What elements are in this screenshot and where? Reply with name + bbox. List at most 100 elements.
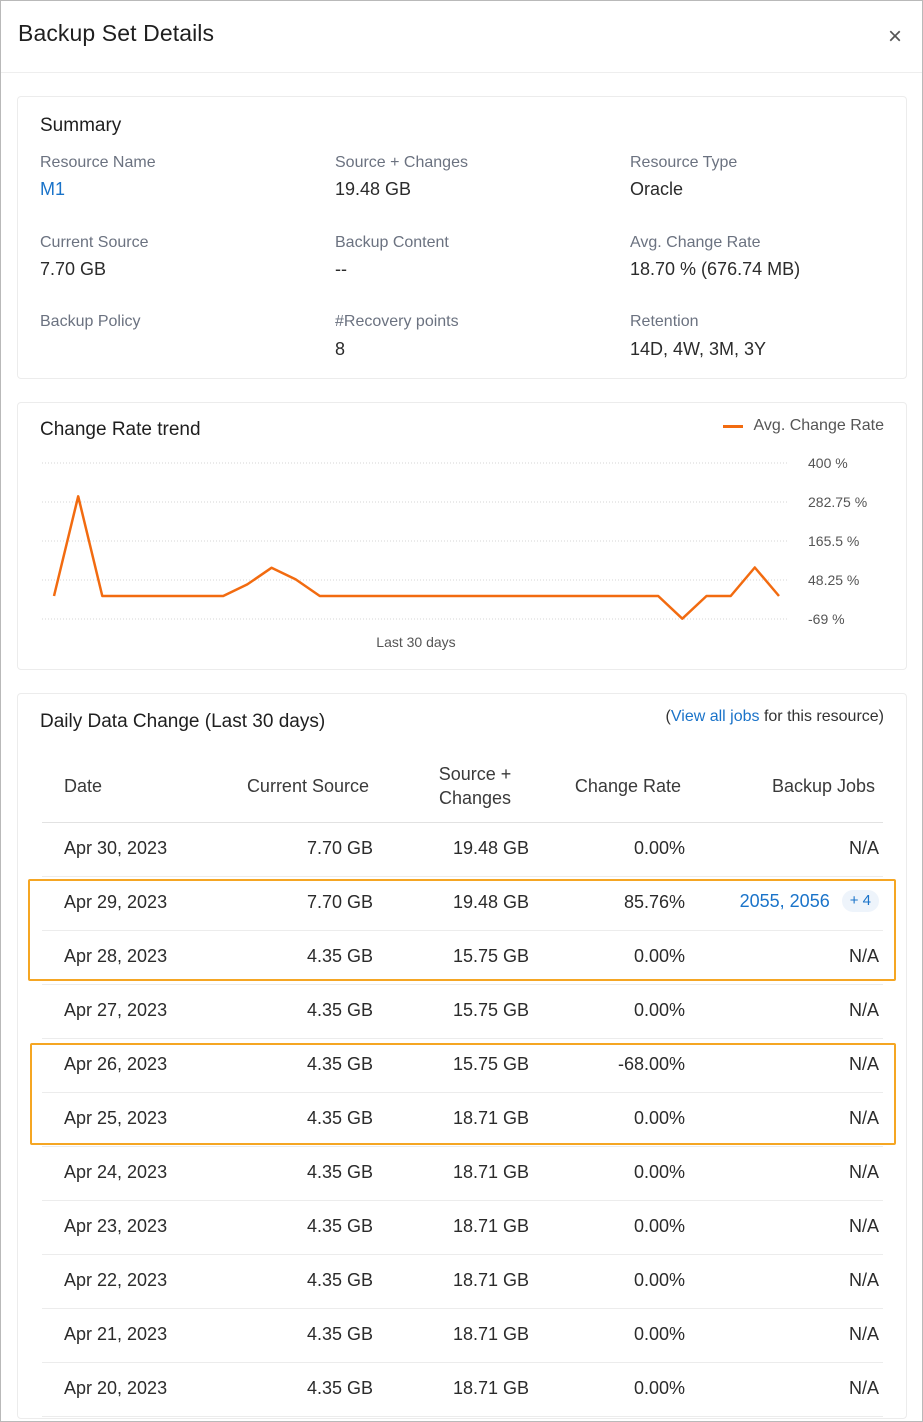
source-changes-cell: 15.75 GB [452,1000,529,1020]
backup-jobs-cell: N/A [848,1162,879,1182]
table-row: Apr 25, 2023 4.35 GB 18.71 GB 0.00% N/A [42,1093,883,1147]
change-rate-trend-card: Change Rate trend Avg. Change Rate 400 %… [17,402,907,670]
table-row: Apr 30, 2023 7.70 GB 19.48 GB 0.00% N/A [42,823,883,877]
x-axis-label: Last 30 days [376,634,455,650]
backup-jobs-cell: N/A [848,1216,879,1236]
current-source-cell: 7.70 GB [306,838,373,858]
source-changes-cell: 18.71 GB [452,1378,529,1398]
backup-jobs-cell: N/A [848,946,879,966]
retention-value: 14D, 4W, 3M, 3Y [630,339,767,359]
table-row: Apr 20, 2023 4.35 GB 18.71 GB 0.00% N/A [42,1363,883,1417]
backup-jobs-cell: N/A [848,1324,879,1344]
dialog-title: Backup Set Details [18,20,215,46]
backup-jobs-cell: N/A [848,838,879,858]
current-source-cell: 4.35 GB [306,1216,373,1236]
change-rate-cell: 0.00% [633,1378,685,1398]
source-changes-cell: 15.75 GB [452,946,529,966]
table-row: Apr 27, 2023 4.35 GB 15.75 GB 0.00% N/A [42,985,883,1039]
col-header-change-rate[interactable]: Change Rate [574,776,681,796]
retention-label: Retention [630,313,699,330]
source-changes-cell: 18.71 GB [452,1324,529,1344]
change-rate-cell: 0.00% [633,1216,685,1236]
y-tick-label: 282.75 % [808,494,867,510]
col-header-source-changes[interactable]: Source + Changes [438,764,512,808]
view-all-jobs-link[interactable]: View all jobs [670,708,760,725]
backup-content-value: -- [335,259,347,279]
change-rate-chart: 400 % 282.75 % 165.5 % 48.25 % -69 % Last 30 … [42,455,867,650]
current-source-cell: 4.35 GB [306,1108,373,1128]
backup-jobs-cell: N/A [848,1108,879,1128]
col-header-backup-jobs[interactable]: Backup Jobs [771,776,875,796]
source-changes-label: Source + Changes [335,154,468,171]
date-cell: Apr 22, 2023 [64,1270,168,1290]
source-changes-cell: 18.71 GB [452,1162,529,1182]
backup-jobs-cell: 2055, 2056 + 4 [740,890,879,912]
summary-card: Summary Resource Name M1 Source + Change… [17,96,907,379]
current-source-cell: 4.35 GB [306,1162,373,1182]
chart-legend[interactable]: Avg. Change Rate [722,417,884,435]
date-cell: Apr 30, 2023 [64,838,168,858]
change-rate-cell: 0.00% [633,1108,685,1128]
current-source-cell: 4.35 GB [306,1270,373,1290]
resource-type-label: Resource Type [630,154,738,171]
series-line-avg-change-rate[interactable] [52,495,780,620]
daily-data-change-card: Daily Data Change (Last 30 days) (View a… [17,693,907,1419]
source-changes-cell: 18.71 GB [452,1216,529,1236]
recovery-points-value: 8 [335,339,346,359]
legend-label: Avg. Change Rate [753,417,884,434]
backup-jobs-cell: N/A [848,1000,879,1020]
change-rate-cell: -68.00% [617,1054,685,1074]
current-source-cell: 4.35 GB [306,1378,373,1398]
date-cell: Apr 25, 2023 [64,1108,168,1128]
legend-swatch [722,424,743,428]
backup-job-links[interactable]: 2055, 2056 [739,891,830,911]
resource-name-label: Resource Name [40,154,156,171]
change-rate-cell: 0.00% [633,1270,685,1290]
current-source-cell: 4.35 GB [306,1324,373,1344]
recovery-points-label: #Recovery points [335,313,459,330]
resource-name-link[interactable]: M1 [40,179,66,199]
source-changes-cell: 15.75 GB [452,1054,529,1074]
change-rate-cell: 0.00% [633,838,685,858]
change-rate-cell: 0.00% [633,946,685,966]
table-row: Apr 24, 2023 4.35 GB 18.71 GB 0.00% N/A [42,1147,883,1201]
close-icon[interactable]: × [887,23,902,50]
backup-policy-label: Backup Policy [40,313,141,330]
col-header-date[interactable]: Date [64,776,103,796]
source-changes-cell: 19.48 GB [452,892,529,912]
daily-title: Daily Data Change (Last 30 days) [40,711,326,732]
table-row: Apr 23, 2023 4.35 GB 18.71 GB 0.00% N/A [42,1201,883,1255]
more-jobs-badge[interactable]: + 4 [841,890,879,912]
backup-content-label: Backup Content [335,234,449,251]
backup-jobs-cell: N/A [848,1054,879,1074]
backup-jobs-cell: N/A [848,1270,879,1290]
date-cell: Apr 29, 2023 [64,892,168,912]
trend-title: Change Rate trend [40,419,201,440]
col-header-current-source[interactable]: Current Source [246,776,369,796]
avg-change-rate-label: Avg. Change Rate [630,234,761,251]
current-source-cell: 4.35 GB [306,1054,373,1074]
table-row: Apr 21, 2023 4.35 GB 18.71 GB 0.00% N/A [42,1309,883,1363]
change-rate-cell: 0.00% [633,1162,685,1182]
table-row: Apr 29, 2023 7.70 GB 19.48 GB 85.76% 2055, 2… [42,877,883,931]
source-changes-cell: 18.71 GB [452,1108,529,1128]
current-source-cell: 4.35 GB [306,946,373,966]
current-source-cell: 7.70 GB [306,892,373,912]
view-all-jobs-text: (View all jobs for this resource) [665,708,884,725]
y-tick-label: -69 % [808,611,845,627]
y-tick-label: 48.25 % [808,572,859,588]
change-rate-cell: 0.00% [633,1000,685,1020]
date-cell: Apr 20, 2023 [64,1378,168,1398]
y-tick-label: 165.5 % [808,533,859,549]
summary-title: Summary [40,115,122,136]
dialog-header: Backup Set Details × [1,1,922,73]
current-source-label: Current Source [40,234,149,251]
change-rate-cell: 85.76% [623,892,685,912]
table-row: Apr 26, 2023 4.35 GB 15.75 GB -68.00% N/A [42,1039,883,1093]
avg-change-rate-value: 18.70 % (676.74 MB) [630,259,801,279]
table-row: Apr 28, 2023 4.35 GB 15.75 GB 0.00% N/A [42,931,883,985]
change-rate-cell: 0.00% [633,1324,685,1344]
resource-type-value: Oracle [630,179,684,199]
date-cell: Apr 28, 2023 [64,946,168,966]
